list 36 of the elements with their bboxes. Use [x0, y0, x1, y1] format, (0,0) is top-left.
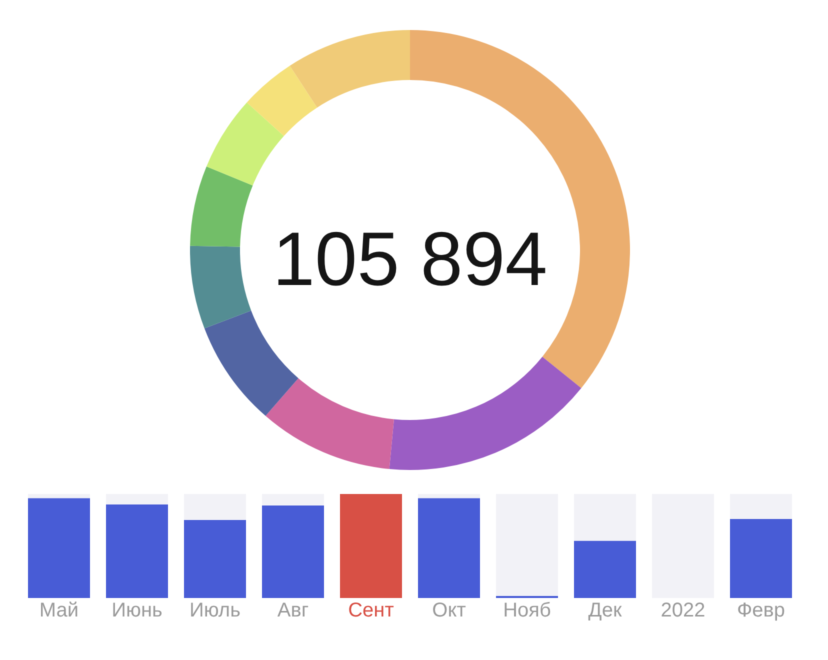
x-tick-label: Авг [277, 600, 309, 622]
x-tick-label: Нояб [503, 600, 551, 622]
bar [28, 494, 90, 498]
x-tick-label: Июль [189, 600, 241, 622]
x-tick-label: 2022 [660, 600, 706, 622]
bar [184, 520, 246, 598]
bar [340, 494, 402, 598]
bar [574, 540, 636, 598]
bar [262, 505, 324, 598]
bar [730, 518, 792, 598]
x-tick-label: Дек [588, 600, 622, 622]
bar [418, 498, 480, 598]
donut-slice [410, 30, 630, 388]
x-tick-label: Июнь [112, 600, 162, 622]
donut-slice [206, 102, 284, 186]
bar [574, 494, 636, 541]
bar [496, 494, 558, 596]
x-tick-label: Февр [736, 600, 786, 622]
x-tick-label: Окт [432, 600, 466, 622]
donut-slice [389, 356, 582, 470]
x-tick-label: Сент [348, 600, 394, 622]
donut-slice [246, 66, 318, 136]
text: 105 894 [272, 217, 548, 302]
bar [184, 494, 246, 520]
bar [28, 498, 90, 598]
x-tick-label: Май [39, 600, 79, 622]
donut-slice [190, 166, 253, 247]
bar [106, 504, 168, 598]
bar [418, 494, 480, 498]
bar [730, 494, 792, 519]
donut-slice [290, 30, 410, 108]
bar [106, 494, 168, 504]
donut-slice [190, 246, 252, 328]
donut-slice [204, 310, 298, 416]
donut-slice [266, 378, 394, 470]
bar [262, 494, 324, 506]
